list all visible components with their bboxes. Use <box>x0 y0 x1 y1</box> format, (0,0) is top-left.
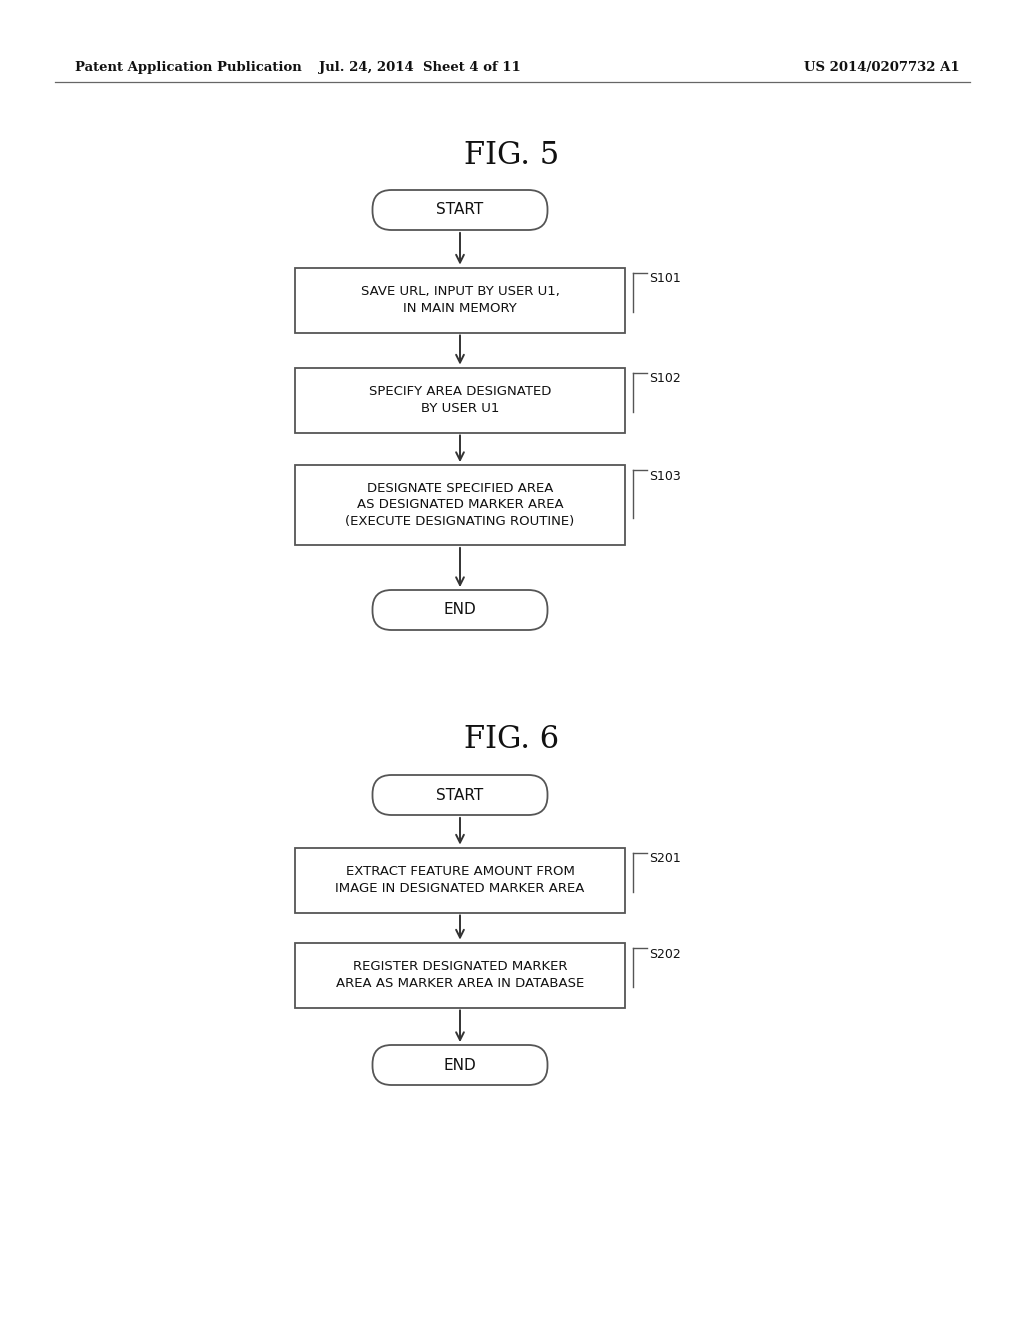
Text: END: END <box>443 602 476 618</box>
Text: FIG. 5: FIG. 5 <box>464 140 560 170</box>
Text: S101: S101 <box>649 272 681 285</box>
Text: REGISTER DESIGNATED MARKER
AREA AS MARKER AREA IN DATABASE: REGISTER DESIGNATED MARKER AREA AS MARKE… <box>336 960 584 990</box>
Text: END: END <box>443 1057 476 1072</box>
Text: Jul. 24, 2014  Sheet 4 of 11: Jul. 24, 2014 Sheet 4 of 11 <box>319 62 521 74</box>
Text: DESIGNATE SPECIFIED AREA
AS DESIGNATED MARKER AREA
(EXECUTE DESIGNATING ROUTINE): DESIGNATE SPECIFIED AREA AS DESIGNATED M… <box>345 482 574 528</box>
Text: S202: S202 <box>649 948 681 961</box>
Text: EXTRACT FEATURE AMOUNT FROM
IMAGE IN DESIGNATED MARKER AREA: EXTRACT FEATURE AMOUNT FROM IMAGE IN DES… <box>335 865 585 895</box>
Text: S103: S103 <box>649 470 681 483</box>
Text: START: START <box>436 202 483 218</box>
Bar <box>295 367 625 433</box>
Bar <box>295 847 625 912</box>
Text: SAVE URL, INPUT BY USER U1,
IN MAIN MEMORY: SAVE URL, INPUT BY USER U1, IN MAIN MEMO… <box>360 285 559 315</box>
Text: Patent Application Publication: Patent Application Publication <box>75 62 302 74</box>
Text: S201: S201 <box>649 853 681 866</box>
Text: FIG. 6: FIG. 6 <box>465 725 559 755</box>
FancyBboxPatch shape <box>373 590 548 630</box>
Bar <box>295 268 625 333</box>
FancyBboxPatch shape <box>373 1045 548 1085</box>
Text: S102: S102 <box>649 372 681 385</box>
Text: SPECIFY AREA DESIGNATED
BY USER U1: SPECIFY AREA DESIGNATED BY USER U1 <box>369 385 551 414</box>
FancyBboxPatch shape <box>373 775 548 814</box>
Bar <box>295 942 625 1007</box>
Text: US 2014/0207732 A1: US 2014/0207732 A1 <box>805 62 961 74</box>
FancyBboxPatch shape <box>373 190 548 230</box>
Bar <box>295 465 625 545</box>
Text: START: START <box>436 788 483 803</box>
